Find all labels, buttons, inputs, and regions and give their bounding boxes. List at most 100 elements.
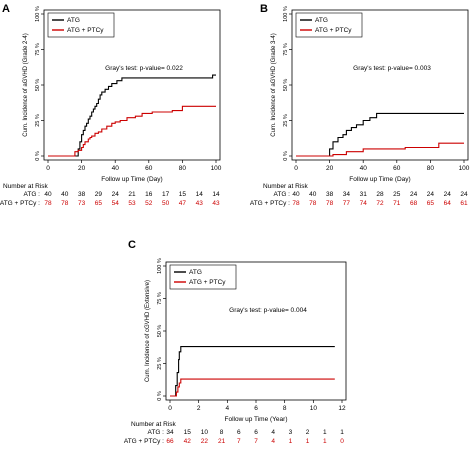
risk-value: 21 xyxy=(128,191,136,198)
x-tick-label: 2 xyxy=(197,405,201,412)
p-value-annotation: Gray's test: p-value= 0.022 xyxy=(105,65,183,72)
risk-value: 4 xyxy=(271,429,275,436)
risk-value: 54 xyxy=(112,200,120,207)
y-tick-label: 25 % xyxy=(35,114,41,127)
risk-row-label: ATG + PTCy : xyxy=(124,438,164,445)
x-tick-label: 60 xyxy=(393,165,401,172)
x-tick-label: 4 xyxy=(226,405,230,412)
risk-value: 68 xyxy=(410,200,418,207)
x-tick-label: 80 xyxy=(427,165,435,172)
risk-row-label: ATG + PTCy : xyxy=(0,200,40,207)
risk-table-title: Number at Risk xyxy=(3,183,49,190)
risk-value: 22 xyxy=(201,438,209,445)
legend-box xyxy=(169,264,237,290)
risk-value: 72 xyxy=(376,200,384,207)
risk-value: 64 xyxy=(444,200,452,207)
panel-letter: B xyxy=(260,3,268,15)
risk-value: 24 xyxy=(460,191,468,198)
y-axis-label: Cum. Incidence of aGVHD (Grade 2-4) xyxy=(23,33,29,136)
risk-value: 6 xyxy=(254,429,258,436)
risk-value: 65 xyxy=(95,200,103,207)
risk-value: 53 xyxy=(128,200,136,207)
x-tick-label: 6 xyxy=(254,405,258,412)
risk-value: 4 xyxy=(271,438,275,445)
risk-value: 71 xyxy=(393,200,401,207)
risk-table-title: Number at Risk xyxy=(263,183,309,190)
x-tick-label: 0 xyxy=(168,405,172,412)
risk-value: 42 xyxy=(184,438,192,445)
risk-value: 65 xyxy=(427,200,435,207)
x-tick-label: 40 xyxy=(360,165,368,172)
risk-value: 78 xyxy=(61,200,69,207)
series-line-atg xyxy=(170,346,335,397)
chart-panel-b: B 0 % 25 % 50 % 75 % 100 % 0 20 40 60 80 100 Follow … xyxy=(250,3,470,207)
y-tick-label: 25 % xyxy=(283,114,289,127)
series-line-atg-ptcy xyxy=(296,142,464,157)
risk-value: 78 xyxy=(309,200,317,207)
chart-panel-a: A 0 % 25 % 50 % 75 % 100 % 0 20 40 60 80 100 Follow … xyxy=(0,3,222,207)
y-tick-label: 75 % xyxy=(283,43,289,56)
x-tick-label: 80 xyxy=(179,165,187,172)
p-value-annotation: Gray's test: p-value= 0.003 xyxy=(353,65,431,72)
y-tick-label: 0 % xyxy=(283,151,289,161)
x-tick-label: 40 xyxy=(112,165,120,172)
y-tick-label: 100 % xyxy=(283,6,289,22)
y-tick-label: 0 % xyxy=(35,151,41,161)
x-tick-label: 100 xyxy=(211,165,222,172)
risk-value: 24 xyxy=(427,191,435,198)
legend-label: ATG + PTCy xyxy=(315,27,352,34)
y-tick-label: 50 % xyxy=(35,79,41,92)
risk-value: 40 xyxy=(292,191,300,198)
risk-value: 34 xyxy=(343,191,351,198)
risk-value: 15 xyxy=(184,429,192,436)
risk-row-label: ATG : xyxy=(274,191,291,198)
risk-value: 50 xyxy=(162,200,170,207)
series-line-atg-ptcy xyxy=(170,378,335,397)
x-axis-label: Follow up Time (Year) xyxy=(225,416,288,423)
risk-table-title: Number at Risk xyxy=(131,421,177,428)
legend-label: ATG xyxy=(189,269,202,276)
risk-value: 40 xyxy=(309,191,317,198)
risk-value: 1 xyxy=(306,438,310,445)
legend-label: ATG + PTCy xyxy=(189,279,226,286)
risk-value: 1 xyxy=(323,429,327,436)
risk-value: 0 xyxy=(340,438,344,445)
x-tick-label: 0 xyxy=(46,165,50,172)
risk-value: 10 xyxy=(201,429,209,436)
risk-value: 25 xyxy=(393,191,401,198)
risk-row-label: ATG + PTCy : xyxy=(250,200,290,207)
x-tick-label: 0 xyxy=(294,165,298,172)
risk-value: 1 xyxy=(289,438,293,445)
x-axis-label: Follow up Time (Day) xyxy=(349,176,410,183)
risk-value: 77 xyxy=(343,200,351,207)
risk-value: 3 xyxy=(289,429,293,436)
x-tick-label: 60 xyxy=(145,165,153,172)
x-tick-label: 20 xyxy=(78,165,86,172)
y-axis-label: Cum. Incidence of aGVHD (Grade 3-4) xyxy=(271,33,277,136)
legend-label: ATG + PTCy xyxy=(67,27,104,34)
risk-value: 78 xyxy=(292,200,300,207)
risk-value: 14 xyxy=(212,191,220,198)
panel-letter: A xyxy=(2,3,10,15)
risk-value: 38 xyxy=(326,191,334,198)
legend-box xyxy=(295,12,363,38)
y-tick-label: 25 % xyxy=(157,357,163,370)
risk-value: 24 xyxy=(444,191,452,198)
risk-value: 29 xyxy=(95,191,103,198)
x-tick-label: 100 xyxy=(459,165,470,172)
risk-value: 28 xyxy=(376,191,384,198)
y-tick-label: 50 % xyxy=(283,79,289,92)
risk-value: 66 xyxy=(166,438,174,445)
risk-value: 7 xyxy=(254,438,258,445)
legend-label: ATG xyxy=(67,17,80,24)
risk-value: 38 xyxy=(78,191,86,198)
risk-value: 78 xyxy=(326,200,334,207)
risk-value: 40 xyxy=(61,191,69,198)
y-tick-label: 50 % xyxy=(157,325,163,338)
risk-value: 14 xyxy=(196,191,204,198)
panel-letter: C xyxy=(128,239,136,251)
risk-value: 34 xyxy=(166,429,174,436)
risk-value: 61 xyxy=(460,200,468,207)
